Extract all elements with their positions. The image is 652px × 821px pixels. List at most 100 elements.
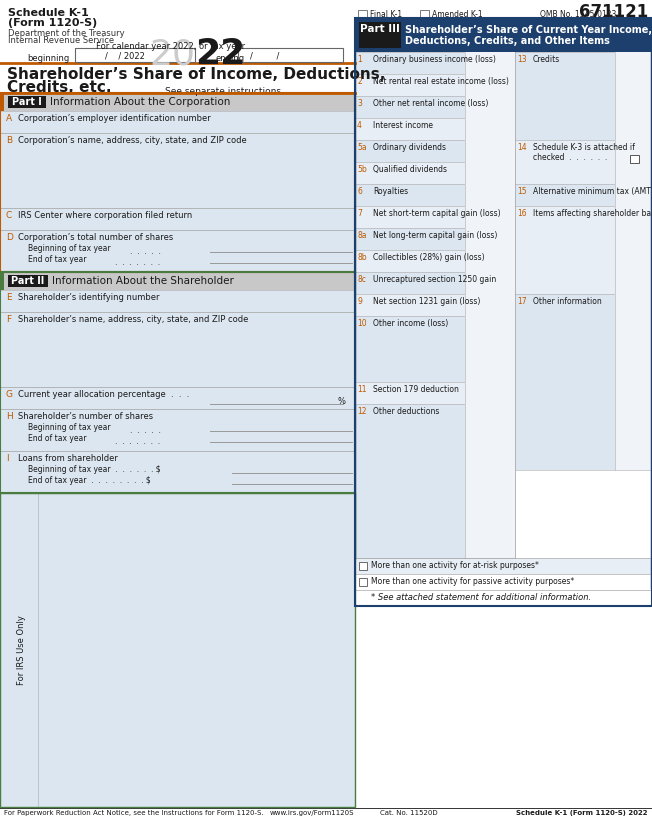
Text: End of tax year: End of tax year: [28, 434, 87, 443]
Bar: [355, 250, 515, 272]
Text: 5a: 5a: [357, 143, 366, 152]
Text: 14: 14: [517, 143, 527, 152]
Text: 13: 13: [517, 55, 527, 64]
Text: G: G: [6, 390, 13, 399]
Bar: [465, 294, 515, 316]
Text: End of tax year: End of tax year: [28, 255, 87, 264]
Bar: [359, 578, 367, 586]
Text: Corporation’s employer identification number: Corporation’s employer identification nu…: [18, 114, 211, 123]
Bar: [8, 275, 48, 287]
Text: 5b: 5b: [357, 165, 366, 174]
Bar: [515, 294, 652, 470]
Bar: [0, 230, 355, 272]
Bar: [355, 140, 515, 162]
Text: H: H: [6, 412, 13, 421]
Bar: [465, 206, 515, 228]
Bar: [355, 18, 652, 606]
Text: More than one activity for at-risk purposes*: More than one activity for at-risk purpo…: [371, 561, 539, 570]
Text: Shareholder’s name, address, city, state, and ZIP code: Shareholder’s name, address, city, state…: [18, 315, 248, 324]
Text: Other net rental income (loss): Other net rental income (loss): [373, 99, 488, 108]
Text: Beginning of tax year  .  .  .  .  .  . $: Beginning of tax year . . . . . . $: [28, 465, 160, 474]
Bar: [0, 387, 355, 409]
Bar: [355, 590, 652, 606]
Bar: [465, 96, 515, 118]
Text: (Form 1120-S): (Form 1120-S): [8, 18, 97, 28]
Text: .  .  .  .  .: . . . . .: [130, 247, 161, 256]
Bar: [75, 48, 195, 62]
Bar: [0, 290, 355, 312]
Bar: [355, 228, 515, 250]
Text: Beginning of tax year: Beginning of tax year: [28, 244, 111, 253]
Bar: [0, 133, 355, 208]
Text: See separate instructions.: See separate instructions.: [165, 87, 284, 96]
Bar: [515, 206, 652, 294]
Bar: [355, 294, 515, 316]
Text: 2: 2: [357, 77, 362, 86]
Text: %: %: [337, 397, 345, 406]
Bar: [465, 52, 515, 74]
Bar: [465, 404, 515, 558]
Bar: [355, 184, 515, 206]
Bar: [0, 93, 355, 111]
Text: Net rental real estate income (loss): Net rental real estate income (loss): [373, 77, 509, 86]
Bar: [355, 118, 515, 140]
Bar: [465, 140, 515, 162]
Text: OMB No. 1545-0123: OMB No. 1545-0123: [540, 10, 616, 19]
Text: Information About the Shareholder: Information About the Shareholder: [52, 276, 234, 286]
Text: 10: 10: [357, 319, 366, 328]
Text: Interest income: Interest income: [373, 121, 433, 130]
Text: /    / 2022: / / 2022: [105, 51, 145, 60]
Text: .  .  .  .  .  .  .: . . . . . . .: [115, 437, 160, 446]
Bar: [355, 52, 515, 74]
Bar: [0, 93, 4, 111]
Text: Credits, etc.: Credits, etc.: [7, 80, 111, 95]
Bar: [238, 48, 343, 62]
Text: 671121: 671121: [579, 3, 648, 21]
Bar: [615, 52, 652, 140]
Text: Other deductions: Other deductions: [373, 407, 439, 416]
Text: For IRS Use Only: For IRS Use Only: [18, 615, 27, 685]
Text: Collectibles (28%) gain (loss): Collectibles (28%) gain (loss): [373, 253, 484, 262]
Text: 11: 11: [357, 385, 366, 394]
Bar: [355, 382, 515, 404]
Text: B: B: [6, 136, 12, 145]
Bar: [359, 22, 401, 48]
Text: 1: 1: [357, 55, 362, 64]
Text: 8c: 8c: [357, 275, 366, 284]
Text: Shareholder’s identifying number: Shareholder’s identifying number: [18, 293, 160, 302]
Bar: [615, 206, 652, 294]
Bar: [355, 96, 515, 118]
Bar: [355, 558, 652, 574]
Text: 22: 22: [195, 37, 245, 71]
Text: 17: 17: [517, 297, 527, 306]
Text: /         /: / /: [250, 51, 279, 60]
Text: Cat. No. 11520D: Cat. No. 11520D: [380, 810, 437, 816]
Bar: [615, 294, 652, 470]
Text: * See attached statement for additional information.: * See attached statement for additional …: [371, 593, 591, 602]
Text: For Paperwork Reduction Act Notice, see the Instructions for Form 1120-S.: For Paperwork Reduction Act Notice, see …: [4, 810, 263, 816]
Bar: [8, 96, 46, 108]
Text: Other information: Other information: [533, 297, 602, 306]
Text: .  .  .  .  .: . . . . .: [130, 426, 161, 435]
Text: Items affecting shareholder basis: Items affecting shareholder basis: [533, 209, 652, 218]
Text: Royalties: Royalties: [373, 187, 408, 196]
Text: I: I: [6, 454, 8, 463]
Text: Net section 1231 gain (loss): Net section 1231 gain (loss): [373, 297, 481, 306]
Bar: [615, 140, 652, 184]
Bar: [465, 74, 515, 96]
Bar: [355, 404, 515, 558]
Text: Loans from shareholder: Loans from shareholder: [18, 454, 118, 463]
Bar: [465, 184, 515, 206]
Text: .  .  .  .  .  .  .: . . . . . . .: [115, 258, 160, 267]
Bar: [355, 74, 515, 96]
Text: Schedule K-3 is attached if
checked  .  .  .  .  .  .: Schedule K-3 is attached if checked . . …: [533, 143, 635, 163]
Text: IRS Center where corporation filed return: IRS Center where corporation filed retur…: [18, 211, 192, 220]
Bar: [0, 312, 355, 387]
Text: C: C: [6, 211, 12, 220]
Text: Ordinary dividends: Ordinary dividends: [373, 143, 446, 152]
Text: Credits: Credits: [533, 55, 560, 64]
Bar: [615, 184, 652, 206]
Bar: [355, 316, 515, 382]
Bar: [465, 250, 515, 272]
Bar: [358, 10, 367, 18]
